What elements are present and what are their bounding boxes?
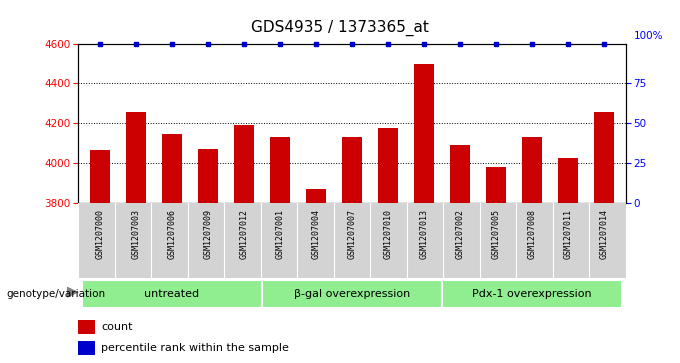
Bar — [450, 145, 470, 203]
Bar — [78, 341, 95, 355]
Bar — [78, 320, 95, 334]
Bar — [522, 137, 542, 203]
Bar — [234, 125, 254, 203]
Text: GSM1207003: GSM1207003 — [131, 209, 140, 259]
Text: GSM1207005: GSM1207005 — [492, 209, 500, 259]
Text: percentile rank within the sample: percentile rank within the sample — [101, 343, 289, 353]
Text: GSM1207001: GSM1207001 — [275, 209, 284, 259]
Text: 100%: 100% — [634, 31, 664, 41]
Bar — [594, 113, 614, 203]
Bar — [378, 129, 398, 203]
Text: Pdx-1 overexpression: Pdx-1 overexpression — [472, 289, 592, 299]
Text: genotype/variation: genotype/variation — [7, 289, 106, 299]
Text: untreated: untreated — [144, 289, 199, 299]
Text: GSM1207008: GSM1207008 — [528, 209, 537, 259]
Text: count: count — [101, 322, 133, 332]
Text: GSM1207011: GSM1207011 — [564, 209, 573, 259]
Bar — [162, 134, 182, 203]
Text: GSM1207007: GSM1207007 — [347, 209, 356, 259]
Text: GSM1207009: GSM1207009 — [203, 209, 212, 259]
Text: GSM1207010: GSM1207010 — [384, 209, 392, 259]
Text: GSM1207002: GSM1207002 — [456, 209, 464, 259]
Bar — [306, 189, 326, 203]
Text: GSM1207012: GSM1207012 — [239, 209, 248, 259]
Bar — [198, 150, 218, 203]
Bar — [414, 64, 434, 203]
Polygon shape — [67, 286, 79, 298]
Bar — [270, 137, 290, 203]
FancyBboxPatch shape — [442, 280, 622, 308]
Bar — [486, 167, 506, 203]
Bar — [126, 113, 146, 203]
Text: GDS4935 / 1373365_at: GDS4935 / 1373365_at — [251, 20, 429, 36]
Text: GSM1207000: GSM1207000 — [95, 209, 104, 259]
Bar — [558, 158, 578, 203]
FancyBboxPatch shape — [82, 280, 262, 308]
FancyBboxPatch shape — [262, 280, 442, 308]
Bar — [342, 137, 362, 203]
Text: GSM1207006: GSM1207006 — [167, 209, 176, 259]
Text: GSM1207013: GSM1207013 — [420, 209, 428, 259]
Text: β-gal overexpression: β-gal overexpression — [294, 289, 410, 299]
Bar — [90, 150, 109, 203]
Text: GSM1207004: GSM1207004 — [311, 209, 320, 259]
Text: GSM1207014: GSM1207014 — [600, 209, 609, 259]
